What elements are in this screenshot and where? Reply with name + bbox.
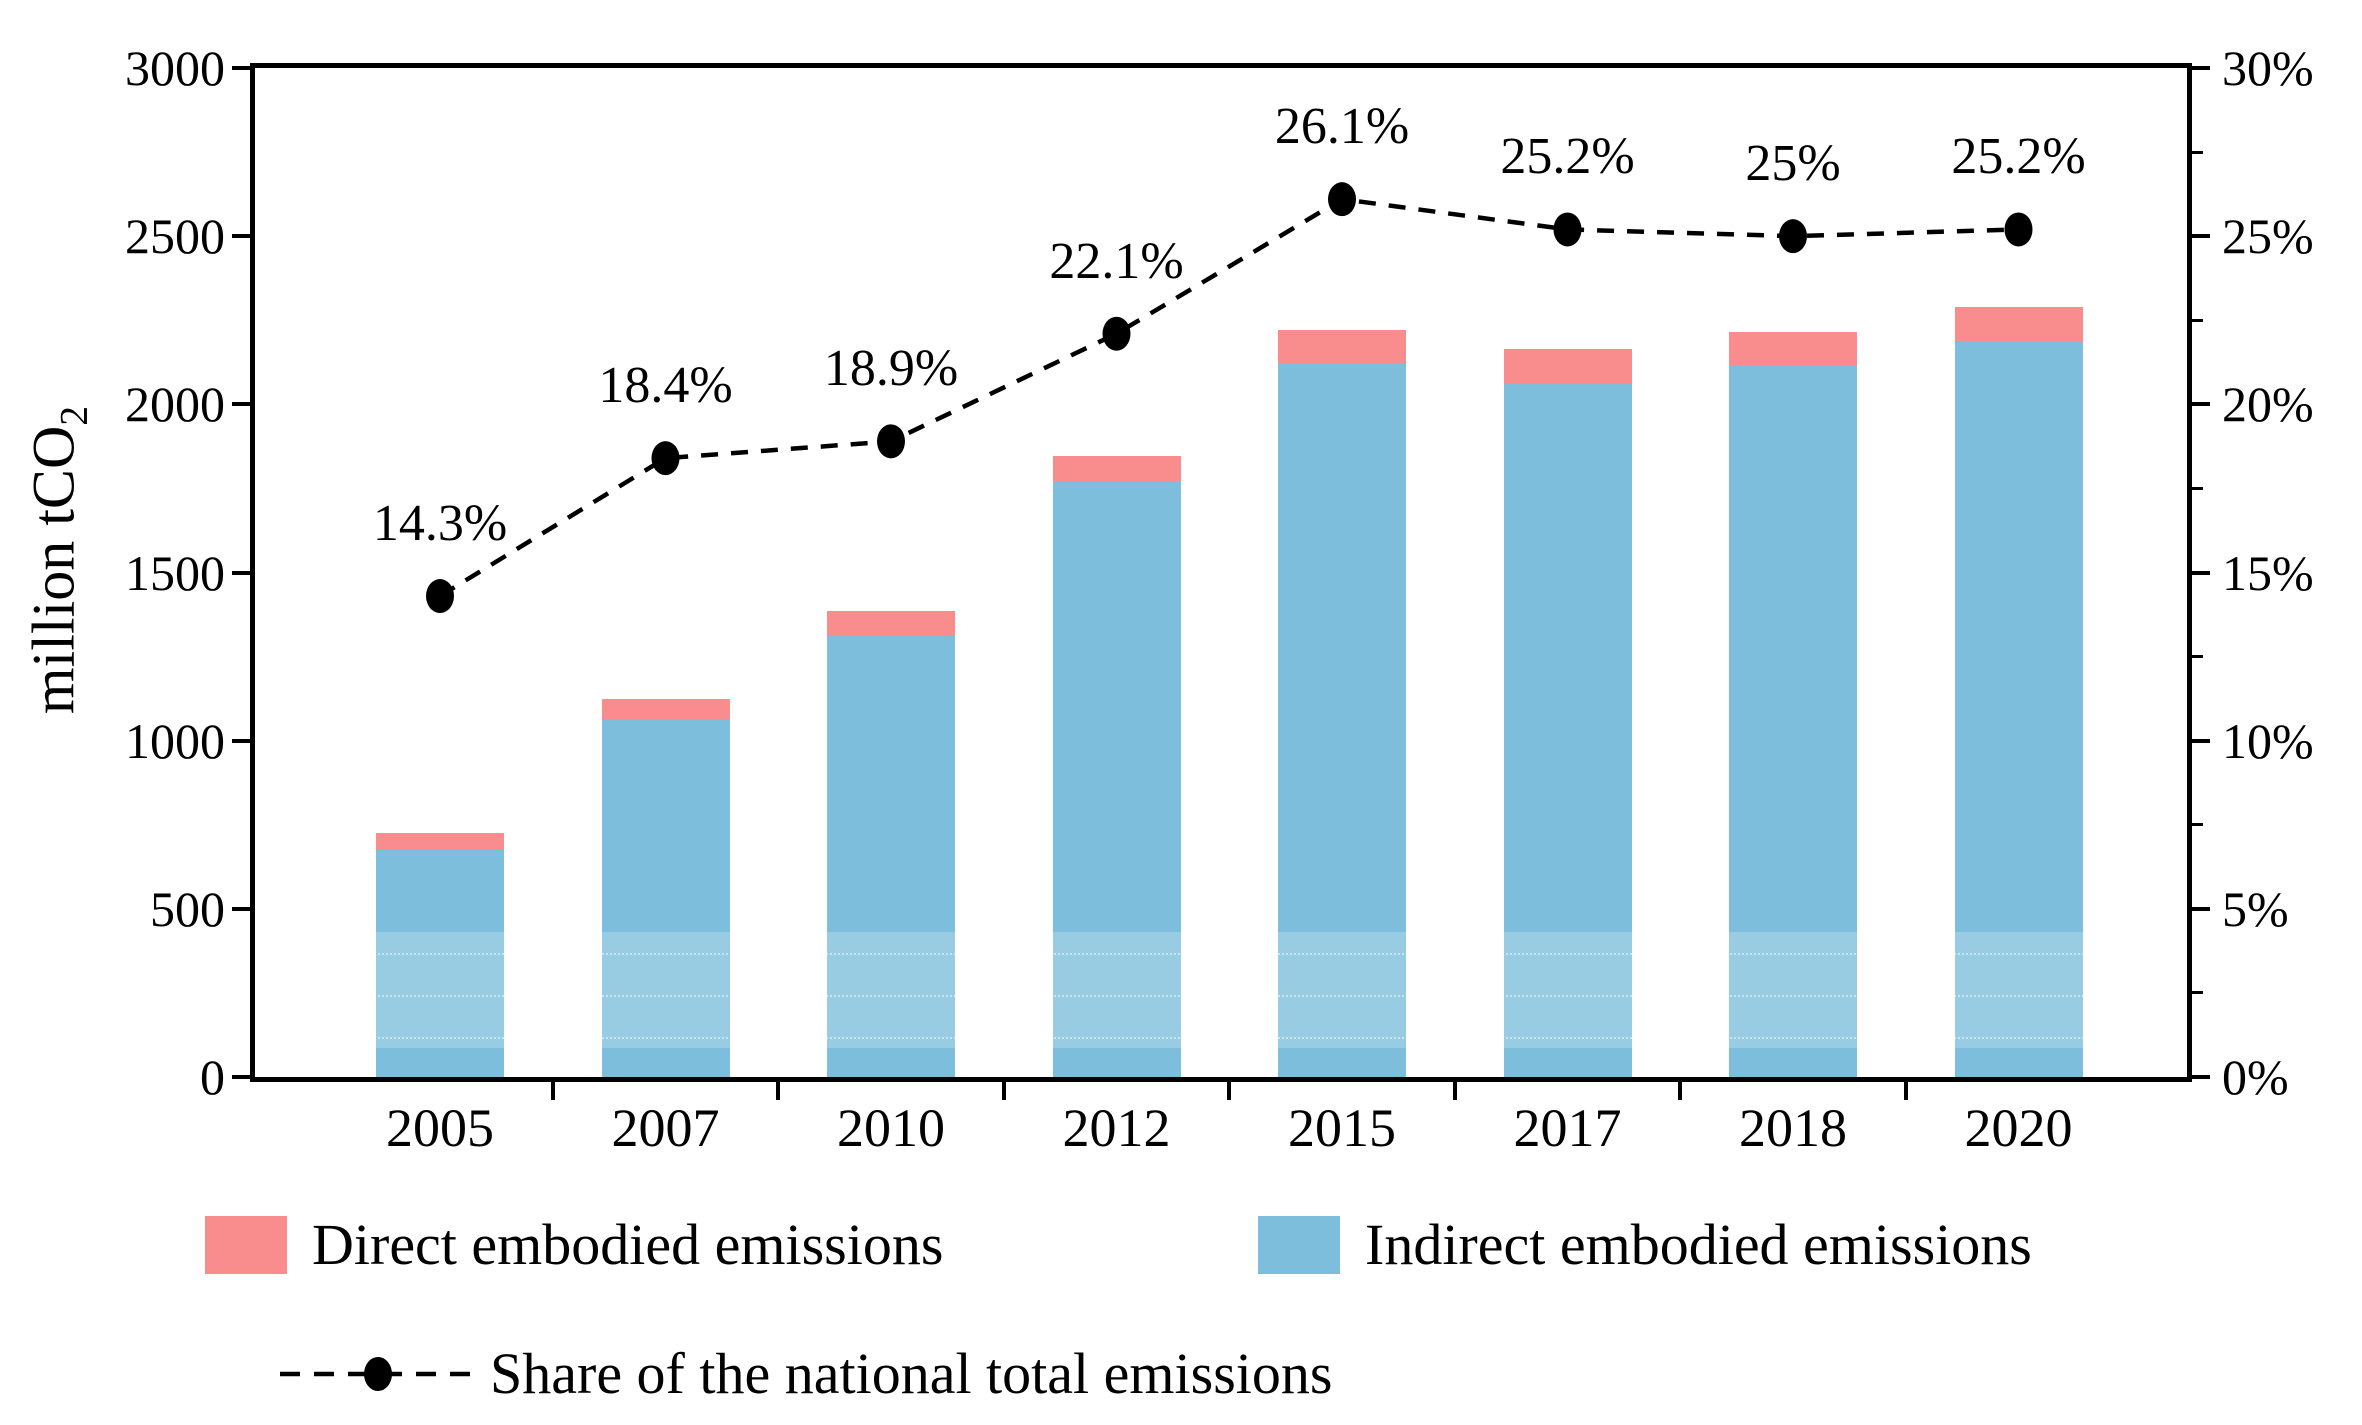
x-axis-boundary-tick (776, 1082, 781, 1100)
left-axis-tick (232, 570, 250, 575)
share-line (438, 196, 2019, 598)
share-point-2010 (877, 424, 905, 459)
left-axis-title-subscript: 2 (51, 405, 96, 426)
translucent-band-line (255, 994, 2187, 997)
bar-2012-indirect (1052, 481, 1181, 1077)
share-point-2015 (1328, 182, 1356, 217)
left-axis-tick-label: 500 (150, 880, 225, 937)
bar-2018-direct (1729, 332, 1857, 366)
bar-2010-direct (827, 611, 955, 635)
right-axis-tick-label: 10% (2222, 712, 2314, 769)
x-axis-label-2007: 2007 (611, 1098, 720, 1158)
right-axis-tick (2192, 66, 2210, 70)
left-axis-tick-label: 0 (200, 1049, 225, 1105)
x-axis-label-2005: 2005 (386, 1098, 494, 1158)
right-axis-tick (2192, 906, 2210, 911)
share-line-layer (426, 182, 2033, 614)
share-point-2005 (426, 579, 454, 614)
translucent-band-line (255, 1036, 2187, 1039)
legend-label-indirect: Indirect embodied emissions (1365, 1212, 2032, 1277)
bar-2005-indirect (376, 849, 504, 1077)
left-axis-tick-label: 2500 (125, 208, 225, 265)
right-axis-tick-label: 15% (2222, 544, 2314, 601)
right-axis-tick-label: 0% (2222, 1049, 2289, 1105)
right-axis-tick (2192, 402, 2210, 407)
x-axis-label-2015: 2015 (1288, 1098, 1396, 1158)
x-axis-boundary-tick (1452, 1082, 1457, 1100)
right-axis-minor-tick (2192, 823, 2203, 827)
left-axis-tick-label: 1000 (125, 712, 225, 769)
bar-2015-direct (1278, 330, 1406, 364)
right-axis-minor-tick (2192, 486, 2203, 490)
bar-2017-direct (1503, 348, 1632, 385)
x-axis-boundary-tick (550, 1082, 555, 1100)
plot-frame (250, 63, 2192, 1082)
bar-2010-indirect (827, 634, 955, 1077)
left-axis-tick (232, 402, 250, 407)
x-axis-boundary-tick (1001, 1082, 1006, 1100)
right-axis-tick-label: 5% (2222, 880, 2289, 937)
right-axis-minor-tick (2192, 991, 2203, 995)
bar-2007-indirect (601, 718, 730, 1077)
x-axis-boundary-tick (1903, 1082, 1908, 1100)
left-axis-tick-label: 3000 (125, 40, 225, 96)
bar-2020-direct (1954, 306, 2083, 343)
x-axis-label-2010: 2010 (837, 1098, 945, 1158)
left-axis-tick (232, 234, 250, 239)
share-point-2007 (651, 441, 680, 476)
legend-line-sample (280, 1357, 476, 1391)
right-axis-minor-tick (2192, 655, 2203, 659)
translucent-band-line (255, 952, 2187, 955)
right-axis-tick (2192, 738, 2210, 743)
x-axis-label-2018: 2018 (1739, 1098, 1847, 1158)
bar-2005-direct (376, 833, 504, 850)
bar-2012-direct (1052, 456, 1181, 482)
left-axis-tick (232, 906, 250, 911)
right-axis-tick-label: 20% (2222, 376, 2314, 433)
share-point-2017 (1553, 212, 1582, 247)
right-axis-tick (2192, 234, 2210, 239)
left-axis-tick (232, 738, 250, 743)
left-axis-title-text: million tCO (20, 425, 87, 715)
left-axis-title: million tCO2 (20, 406, 97, 714)
legend-label-share-line: Share of the national total emissions (490, 1341, 1333, 1406)
legend-dot-marker (364, 1357, 392, 1391)
right-axis-minor-tick (2192, 150, 2203, 154)
right-axis-tick (2192, 570, 2210, 575)
left-axis-tick (232, 1075, 250, 1079)
share-point-2020 (2004, 212, 2033, 247)
bar-2017-indirect (1503, 384, 1632, 1077)
share-point-2018 (1779, 219, 1807, 254)
x-axis-boundary-tick (1227, 1082, 1232, 1100)
x-axis-label-2012: 2012 (1062, 1098, 1171, 1158)
x-axis-boundary-tick (1678, 1082, 1683, 1100)
bar-2018-indirect (1729, 365, 1857, 1077)
legend-label-direct: Direct embodied emissions (312, 1212, 944, 1277)
share-point-2012 (1102, 316, 1131, 351)
left-axis-tick (232, 66, 250, 70)
right-axis-tick-label: 25% (2222, 208, 2314, 265)
legend-swatch-direct (205, 1216, 287, 1274)
x-axis-label-2020: 2020 (1964, 1098, 2073, 1158)
translucent-band (255, 932, 2187, 1049)
bars-layer (255, 68, 2187, 1077)
right-axis-tick (2192, 1075, 2210, 1079)
bar-2015-indirect (1278, 363, 1406, 1077)
right-axis-tick-label: 30% (2222, 40, 2314, 96)
bar-2007-direct (601, 698, 730, 719)
legend-swatch-indirect (1258, 1216, 1340, 1274)
x-axis-label-2017: 2017 (1513, 1098, 1622, 1158)
right-axis-minor-tick (2192, 318, 2203, 322)
